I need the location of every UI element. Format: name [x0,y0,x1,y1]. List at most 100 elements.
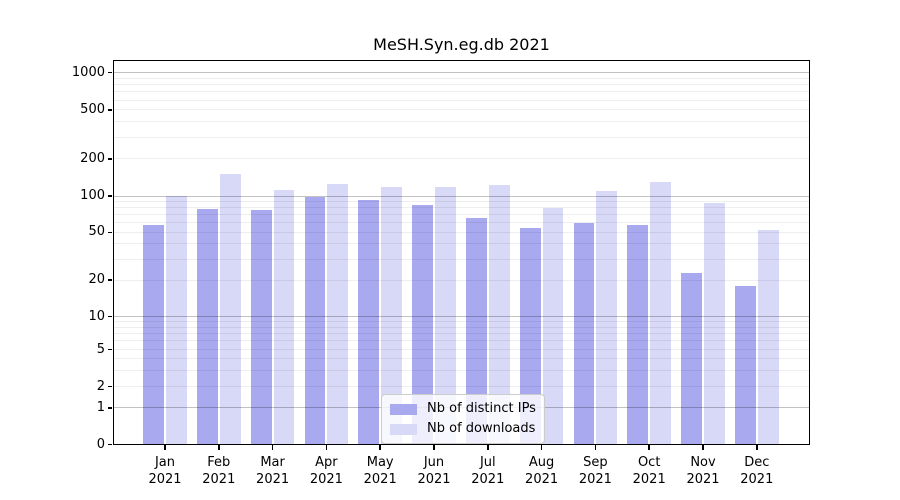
y-gridline-minor [113,201,810,202]
x-tick-year: 2021 [471,472,505,487]
bar-distinct-ips [519,228,541,445]
x-tick-label-mar: Mar 2021 [233,454,313,488]
y-tick-mark [107,109,112,111]
y-gridline-minor [113,77,810,79]
bar-distinct-ips [466,217,487,445]
y-gridline-minor [113,326,810,328]
y-tick-mark [107,231,112,234]
y-gridline-minor [113,279,810,281]
x-tick-label-jul: Jul 2021 [448,454,528,488]
y-gridline-major [113,195,810,197]
bar-downloads [650,181,671,445]
y-gridline-major [113,316,810,317]
y-gridline-minor [113,91,810,93]
y-gridline-minor [113,258,810,260]
legend-item: Nb of distinct IPs [390,401,536,417]
bar-downloads [542,208,564,445]
x-tick-label-jan: Jan 2021 [125,454,205,488]
x-tick-year: 2021 [309,472,343,487]
bar-downloads [488,185,510,445]
x-tick-year: 2021 [202,472,236,487]
y-tick-mark [107,279,112,281]
bar-distinct-ips [681,272,702,445]
x-tick-label-jun: Jun 2021 [394,454,474,488]
y-gridline-minor [113,99,810,101]
x-tick-mark [702,445,704,450]
bar-downloads [381,187,402,445]
bar-downloads [166,196,187,445]
y-gridline-minor [113,121,810,123]
bar-downloads [596,190,618,445]
y-tick-label: 50 [88,224,105,240]
bar-distinct-ips [735,285,756,445]
x-tick-mark [756,445,758,450]
bar-downloads [435,186,456,445]
x-tick-year: 2021 [578,472,612,487]
y-tick-mark [107,385,112,388]
bar-distinct-ips [412,204,433,445]
bar-distinct-ips [197,209,218,445]
legend-item: Nb of downloads [390,421,536,437]
y-tick-mark [107,71,112,74]
y-gridline-minor [113,386,810,387]
y-gridline-minor [113,332,810,334]
bar-distinct-ips [304,197,326,445]
x-tick-label-dec: Dec 2021 [717,454,797,488]
y-gridline-minor [113,349,810,350]
x-tick-mark [648,445,650,450]
y-gridline-minor [113,243,810,245]
bar-downloads [219,173,241,445]
y-gridline-minor [113,222,810,224]
bar-downloads [704,202,725,445]
y-gridline-minor [113,207,810,209]
y-tick-mark [107,443,112,446]
x-tick-mark [594,445,597,450]
legend-label: Nb of downloads [427,421,536,436]
legend-swatch-distinct-ips [390,403,417,415]
y-gridline-major [113,72,810,74]
x-tick-label-oct: Oct 2021 [609,454,689,488]
y-tick-label: 2 [96,378,105,394]
x-tick-mark [164,445,166,450]
y-gridline-minor [113,321,810,323]
x-tick-year: 2021 [525,472,559,487]
y-tick-mark [107,158,112,160]
y-gridline-minor [113,231,810,233]
x-tick-year: 2021 [148,472,182,487]
chart-title: MeSH.Syn.eg.db 2021 [373,35,550,54]
y-gridline-minor [113,136,810,138]
y-tick-mark [107,407,112,409]
y-tick-label: 20 [88,272,105,288]
bar-distinct-ips [143,224,164,445]
y-tick-label: 0 [96,436,105,452]
x-tick-year: 2021 [256,472,290,487]
y-gridline-minor [113,369,810,371]
x-tick-year: 2021 [363,472,397,487]
y-gridline-minor [113,340,810,342]
x-tick-label-nov: Nov 2021 [663,454,743,488]
y-tick-mark [107,315,112,318]
x-tick-mark [540,445,543,450]
y-tick-label: 5 [96,341,105,357]
bar-downloads [757,230,779,445]
x-tick-label-feb: Feb 2021 [179,454,259,488]
y-gridline-minor [113,109,810,111]
y-tick-mark [107,195,112,197]
bar-downloads [273,190,295,445]
y-tick-label: 500 [80,101,105,117]
y-tick-mark [107,348,112,351]
x-tick-mark [271,445,274,450]
x-tick-label-aug: Aug 2021 [502,454,582,488]
bar-distinct-ips [627,224,649,445]
x-tick-mark [325,445,328,450]
bar-downloads [327,184,349,445]
plot-area: Nb of distinct IPs Nb of downloads 1000 5… [72,60,810,487]
y-gridline-minor [113,84,810,86]
x-tick-mark [487,445,489,450]
y-tick-label: 10 [88,308,105,324]
x-tick-mark [218,445,220,450]
bar-distinct-ips [250,209,272,445]
x-tick-year: 2021 [740,472,774,487]
x-tick-year: 2021 [632,472,666,487]
